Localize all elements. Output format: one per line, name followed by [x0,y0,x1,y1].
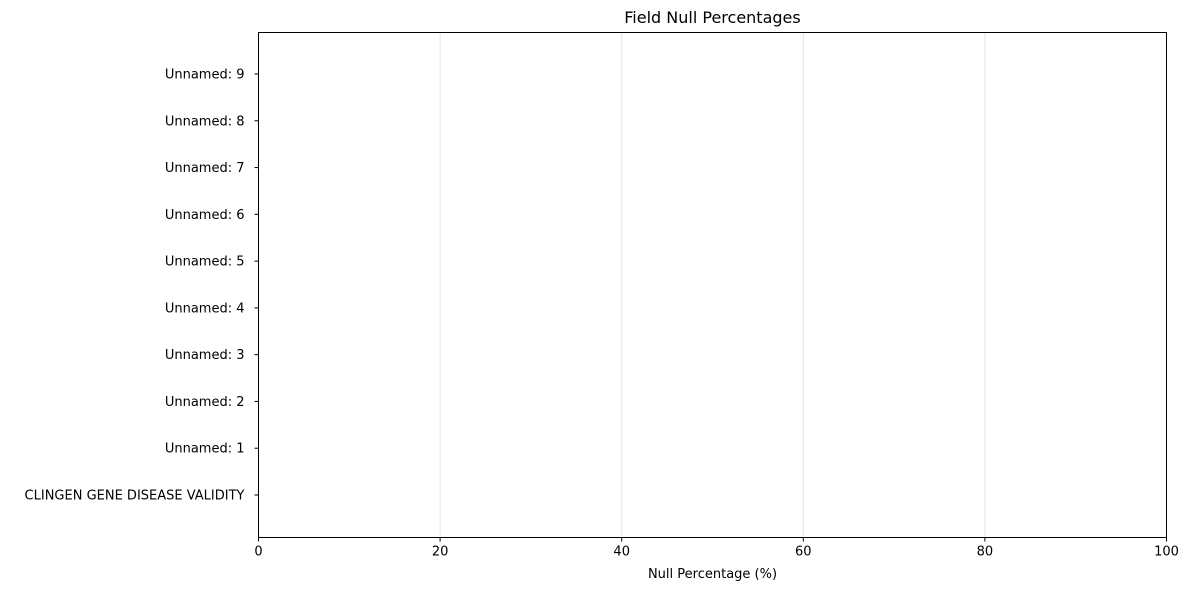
x-tick-label-0: 0 [254,545,262,560]
x-axis-label: Null Percentage (%) [648,567,777,582]
x-tick-label-4: 80 [977,545,994,560]
x-tick-label-3: 60 [795,545,812,560]
y-tick-label-2: Unnamed: 2 [165,395,245,410]
plot-frame [258,32,1167,538]
y-tick-label-6: Unnamed: 6 [165,208,245,223]
y-axis-ticks: CLINGEN GENE DISEASE VALIDITY Unnamed: 1 U… [25,68,259,504]
y-tick-label-4: Unnamed: 4 [165,301,245,316]
y-tick-label-3: Unnamed: 3 [165,348,245,363]
grid-lines [439,32,986,538]
y-tick-label-7: Unnamed: 7 [165,161,245,176]
y-tick-label-5: Unnamed: 5 [165,255,245,270]
x-tick-label-5: 100 [1154,545,1179,560]
y-tick-label-8: Unnamed: 8 [165,114,245,129]
y-tick-label-9: Unnamed: 9 [165,68,245,83]
x-axis-ticks: 0 20 40 60 80 100 [254,537,1179,560]
chart-title: Field Null Percentages [624,8,800,27]
y-tick-label-0: CLINGEN GENE DISEASE VALIDITY [25,489,245,504]
x-tick-label-2: 40 [613,545,630,560]
y-tick-label-1: Unnamed: 1 [165,442,245,457]
x-tick-label-1: 20 [432,545,449,560]
